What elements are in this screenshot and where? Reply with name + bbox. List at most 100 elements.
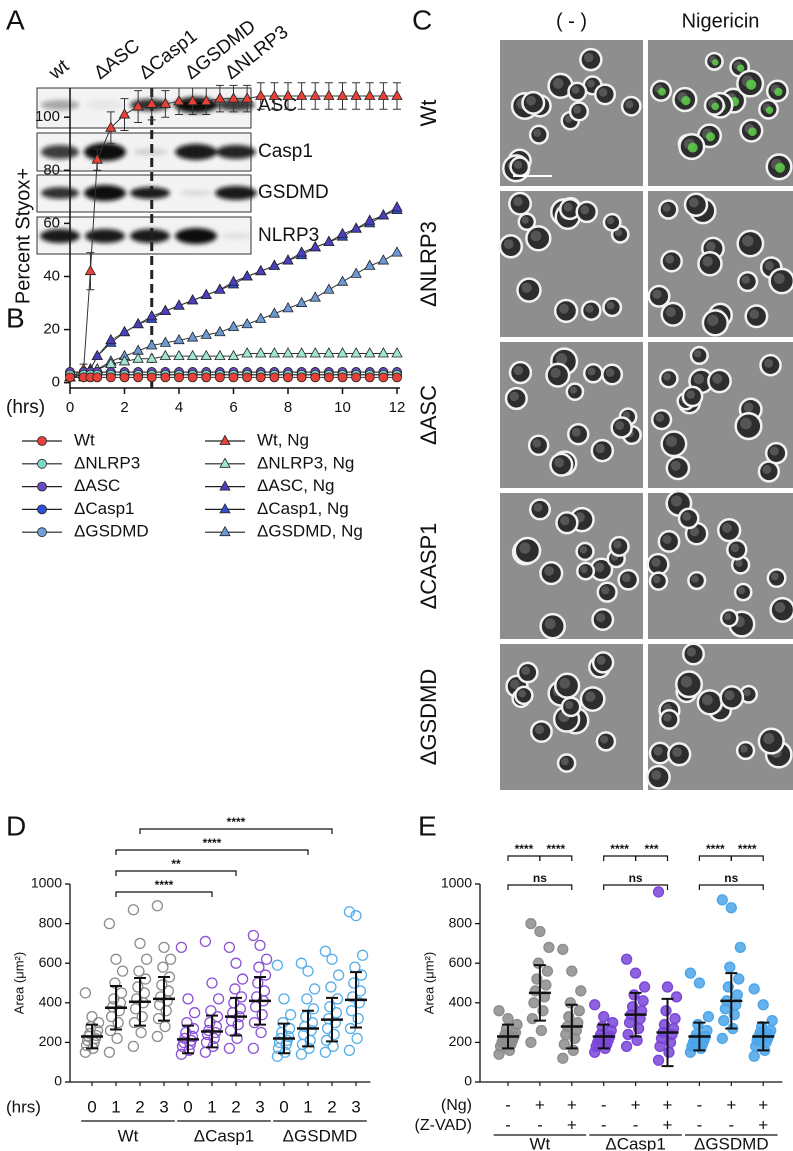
marker bbox=[132, 352, 144, 363]
point bbox=[637, 995, 649, 1007]
condition-value: + bbox=[631, 1095, 641, 1114]
point bbox=[247, 1042, 260, 1054]
marker bbox=[214, 283, 226, 294]
marker bbox=[336, 89, 349, 100]
marker bbox=[351, 372, 362, 383]
cell-texture bbox=[737, 586, 746, 595]
point bbox=[352, 1012, 364, 1025]
fluorescence bbox=[711, 102, 720, 111]
marker bbox=[377, 254, 390, 265]
point bbox=[589, 999, 601, 1011]
legend-label: ΔGSDMD, Ng bbox=[257, 522, 363, 541]
marker bbox=[160, 372, 171, 383]
marker bbox=[92, 372, 103, 383]
point bbox=[136, 1011, 148, 1023]
bracket bbox=[507, 884, 573, 890]
marker bbox=[255, 372, 266, 383]
marker bbox=[186, 349, 199, 361]
point bbox=[110, 953, 122, 965]
point bbox=[255, 1026, 267, 1039]
point bbox=[575, 985, 587, 997]
point bbox=[230, 957, 242, 969]
y-tick-label: 80 bbox=[43, 161, 60, 178]
y-tick-label: 0 bbox=[52, 374, 60, 391]
point bbox=[356, 949, 369, 961]
marker bbox=[378, 372, 389, 383]
group-label: Wt bbox=[530, 1134, 551, 1151]
band bbox=[85, 229, 125, 243]
marker bbox=[295, 296, 308, 307]
cell-texture bbox=[513, 365, 524, 376]
band bbox=[216, 145, 256, 159]
marker bbox=[173, 333, 185, 345]
point bbox=[319, 945, 332, 957]
point bbox=[638, 981, 651, 993]
legend-marker bbox=[219, 434, 231, 445]
point bbox=[109, 977, 121, 989]
marker bbox=[132, 100, 144, 111]
marker bbox=[118, 355, 131, 366]
band bbox=[84, 185, 126, 201]
condition-value: - bbox=[601, 1095, 607, 1114]
cell-texture bbox=[559, 677, 571, 689]
marker bbox=[255, 89, 267, 100]
group bbox=[684, 894, 778, 1086]
y-tick-label: 600 bbox=[449, 954, 473, 970]
point bbox=[84, 1027, 96, 1040]
point bbox=[702, 1011, 715, 1023]
cell-texture bbox=[554, 457, 565, 468]
marker bbox=[119, 372, 130, 383]
point bbox=[629, 967, 642, 979]
cell-texture bbox=[693, 373, 705, 385]
cell-texture bbox=[707, 314, 719, 326]
marker bbox=[391, 89, 403, 100]
point bbox=[206, 977, 218, 989]
significance-label: **** bbox=[738, 842, 757, 856]
marker bbox=[295, 89, 308, 100]
x-tick-label: 0 bbox=[279, 1097, 288, 1116]
marker bbox=[377, 347, 390, 358]
cell-texture bbox=[749, 309, 760, 319]
point bbox=[351, 1032, 363, 1045]
point bbox=[670, 991, 683, 1003]
point bbox=[248, 1016, 261, 1029]
y-tick-label: 0 bbox=[54, 1073, 62, 1089]
x-tick-label: 6 bbox=[229, 399, 237, 416]
point bbox=[164, 953, 177, 965]
cell-texture bbox=[682, 512, 692, 521]
marker bbox=[268, 259, 281, 270]
cell-texture bbox=[740, 745, 748, 753]
legend-label: Wt bbox=[74, 430, 95, 449]
cell-texture bbox=[693, 350, 702, 358]
row-label: ΔGSDMD bbox=[416, 669, 441, 766]
cell-texture bbox=[552, 78, 564, 89]
cell-texture bbox=[740, 417, 752, 430]
y-axis-label: Area (μm²) bbox=[421, 952, 436, 1014]
cell-texture bbox=[702, 694, 713, 706]
cell-texture bbox=[550, 367, 561, 378]
marker bbox=[241, 317, 253, 329]
cell-texture bbox=[596, 612, 606, 623]
micrograph bbox=[500, 40, 643, 186]
cell-texture bbox=[571, 85, 580, 94]
legend-label: ΔCasp1, Ng bbox=[257, 499, 349, 518]
point bbox=[204, 1016, 216, 1029]
panel-letter: E bbox=[418, 810, 437, 841]
point bbox=[502, 1012, 514, 1025]
legend-label: Wt, Ng bbox=[257, 430, 309, 449]
marker bbox=[323, 235, 335, 246]
marker bbox=[159, 97, 172, 108]
point bbox=[598, 1011, 610, 1023]
point bbox=[182, 993, 194, 1005]
cell-texture bbox=[561, 757, 569, 766]
x-tick-label: 4 bbox=[175, 399, 183, 416]
fluorescence bbox=[765, 106, 774, 114]
lane-label: wt bbox=[44, 55, 73, 84]
marker bbox=[227, 320, 240, 331]
point bbox=[660, 1005, 672, 1017]
marker bbox=[227, 92, 240, 103]
cell-texture bbox=[559, 303, 569, 314]
cell-texture bbox=[702, 256, 713, 267]
point bbox=[253, 961, 265, 973]
point bbox=[353, 997, 365, 1009]
